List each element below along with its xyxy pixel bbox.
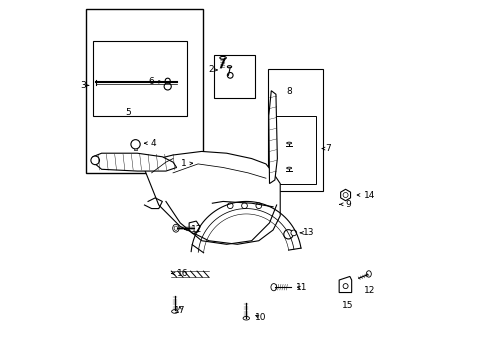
Ellipse shape — [243, 316, 249, 320]
Polygon shape — [144, 152, 280, 244]
Text: 12: 12 — [184, 225, 202, 234]
Ellipse shape — [220, 57, 226, 59]
Text: 17: 17 — [174, 306, 185, 315]
Ellipse shape — [286, 142, 291, 144]
Circle shape — [241, 203, 247, 208]
Text: 10: 10 — [254, 313, 266, 322]
Text: 1: 1 — [181, 159, 192, 168]
Text: 14: 14 — [356, 190, 375, 199]
Ellipse shape — [174, 226, 177, 230]
Circle shape — [343, 284, 347, 289]
Polygon shape — [189, 221, 200, 234]
Ellipse shape — [366, 271, 370, 277]
Ellipse shape — [286, 167, 291, 169]
Bar — [85, 9, 203, 173]
Ellipse shape — [227, 66, 231, 68]
Text: 12: 12 — [364, 285, 375, 294]
Circle shape — [164, 83, 171, 90]
Circle shape — [227, 203, 233, 208]
Ellipse shape — [270, 284, 276, 291]
Bar — [214, 55, 255, 98]
Text: 9: 9 — [339, 200, 350, 209]
Text: 5: 5 — [125, 108, 131, 117]
Ellipse shape — [172, 224, 179, 232]
Bar — [274, 116, 315, 184]
Polygon shape — [93, 153, 176, 171]
Circle shape — [290, 230, 296, 236]
Circle shape — [131, 140, 140, 149]
Text: 16: 16 — [171, 269, 188, 278]
Text: 6: 6 — [148, 77, 161, 86]
Circle shape — [343, 193, 347, 198]
Text: 8: 8 — [285, 87, 291, 96]
Polygon shape — [339, 276, 351, 293]
Bar — [93, 41, 187, 116]
Circle shape — [255, 203, 261, 208]
Text: 3: 3 — [80, 81, 88, 90]
Text: 13: 13 — [300, 228, 314, 237]
Circle shape — [227, 72, 233, 78]
Circle shape — [165, 78, 170, 83]
Text: 4: 4 — [144, 139, 156, 148]
Circle shape — [283, 230, 292, 239]
Text: 7: 7 — [322, 144, 331, 153]
Text: 2: 2 — [208, 66, 217, 75]
Ellipse shape — [171, 310, 178, 313]
Bar — [267, 69, 323, 191]
Polygon shape — [268, 91, 277, 184]
Text: 11: 11 — [295, 283, 307, 292]
Circle shape — [91, 156, 99, 165]
Text: 15: 15 — [342, 301, 353, 310]
